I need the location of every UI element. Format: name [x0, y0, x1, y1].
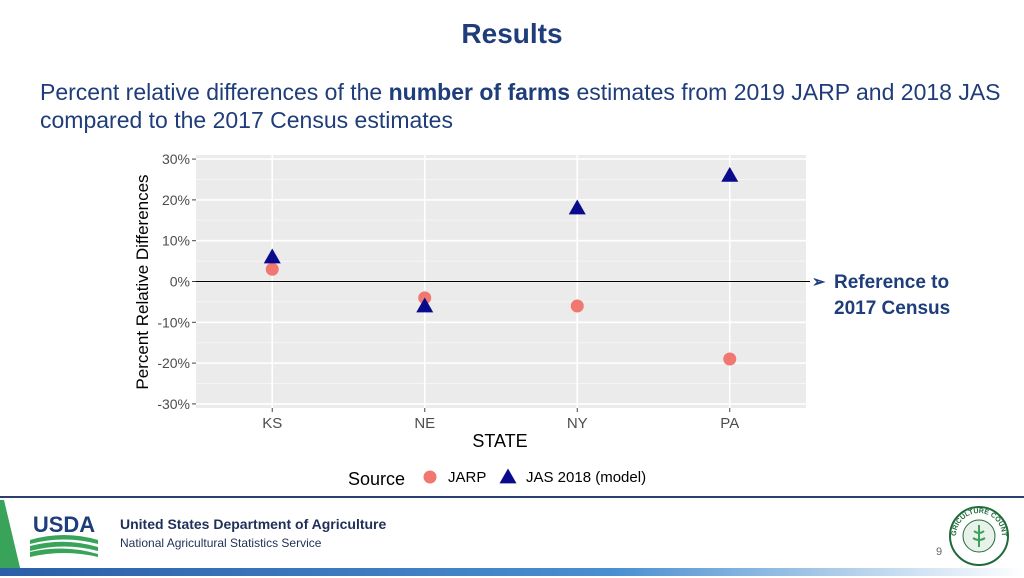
data-marks	[263, 166, 739, 366]
green-corner-decoration	[0, 500, 22, 576]
y-tick-label: 10%	[162, 233, 190, 249]
y-tick-label: 0%	[170, 274, 190, 290]
x-tick-label-ks: KS	[262, 415, 282, 432]
y-axis-ticks: 30% 20% 10% 0% -10% -20% -30%	[157, 151, 196, 412]
jas-point-ks	[263, 248, 281, 264]
y-tick-label: 30%	[162, 151, 190, 167]
minor-grid	[196, 178, 806, 385]
x-axis-label: STATE	[472, 431, 527, 451]
usda-logo: USDA	[30, 512, 98, 557]
legend-key-jas	[499, 468, 517, 484]
x-tick-label-ny: NY	[567, 415, 588, 432]
y-tick-label: -10%	[157, 314, 190, 330]
slide-subtitle: Percent relative differences of the numb…	[40, 78, 1010, 134]
y-axis-label: Percent Relative Differences	[133, 174, 152, 389]
arrow-bullet-icon: ➢	[812, 274, 826, 291]
x-tick-label-pa: PA	[720, 415, 739, 432]
jas-point-pa	[721, 166, 739, 182]
jarp-point-ny	[570, 299, 584, 313]
slide-title: Results	[461, 18, 563, 49]
reference-note-line1: Reference to	[834, 272, 950, 293]
org-subname: National Agricultural Statistics Service	[120, 536, 322, 550]
y-tick-label: -30%	[157, 396, 190, 412]
footer-band	[0, 496, 1024, 578]
legend-title: Source	[348, 469, 405, 489]
legend-label-jarp: JARP	[448, 469, 486, 486]
legend: Source JARP JAS 2018 (model)	[348, 468, 646, 489]
legend-label-jas: JAS 2018 (model)	[526, 469, 646, 486]
subtitle-text-start: Percent relative differences of the	[40, 79, 389, 105]
footer-stripe	[0, 568, 1024, 576]
jas-point-ny	[568, 199, 586, 215]
jas-point-ne	[416, 297, 434, 313]
subtitle-bold-text: number of farms	[388, 79, 571, 105]
org-name: United States Department of Agriculture	[120, 516, 387, 532]
scatter-chart: 30% 20% 10% 0% -10% -20% -30% KS NE NY PA Percent…	[133, 151, 810, 489]
y-tick-label: -20%	[157, 355, 190, 371]
reference-note-line2: 2017 Census	[834, 298, 951, 319]
agriculture-counts-seal: AGRICULTURE COUNTS	[948, 505, 1009, 566]
page-number: 9	[936, 546, 943, 558]
subtitle-text-end: estimates from 2019 JARP and 2018 JAS co…	[40, 79, 1001, 133]
legend-key-jarp	[423, 470, 437, 484]
jarp-point-pa	[723, 352, 737, 366]
x-axis-ticks: KS NE NY PA	[262, 408, 739, 432]
svg-text:USDA: USDA	[33, 512, 95, 537]
y-tick-label: 20%	[162, 192, 190, 208]
reference-note: ➢ Reference to 2017 Census	[812, 270, 950, 322]
x-tick-label-ne: NE	[414, 415, 435, 432]
jarp-point-ks	[265, 262, 279, 276]
